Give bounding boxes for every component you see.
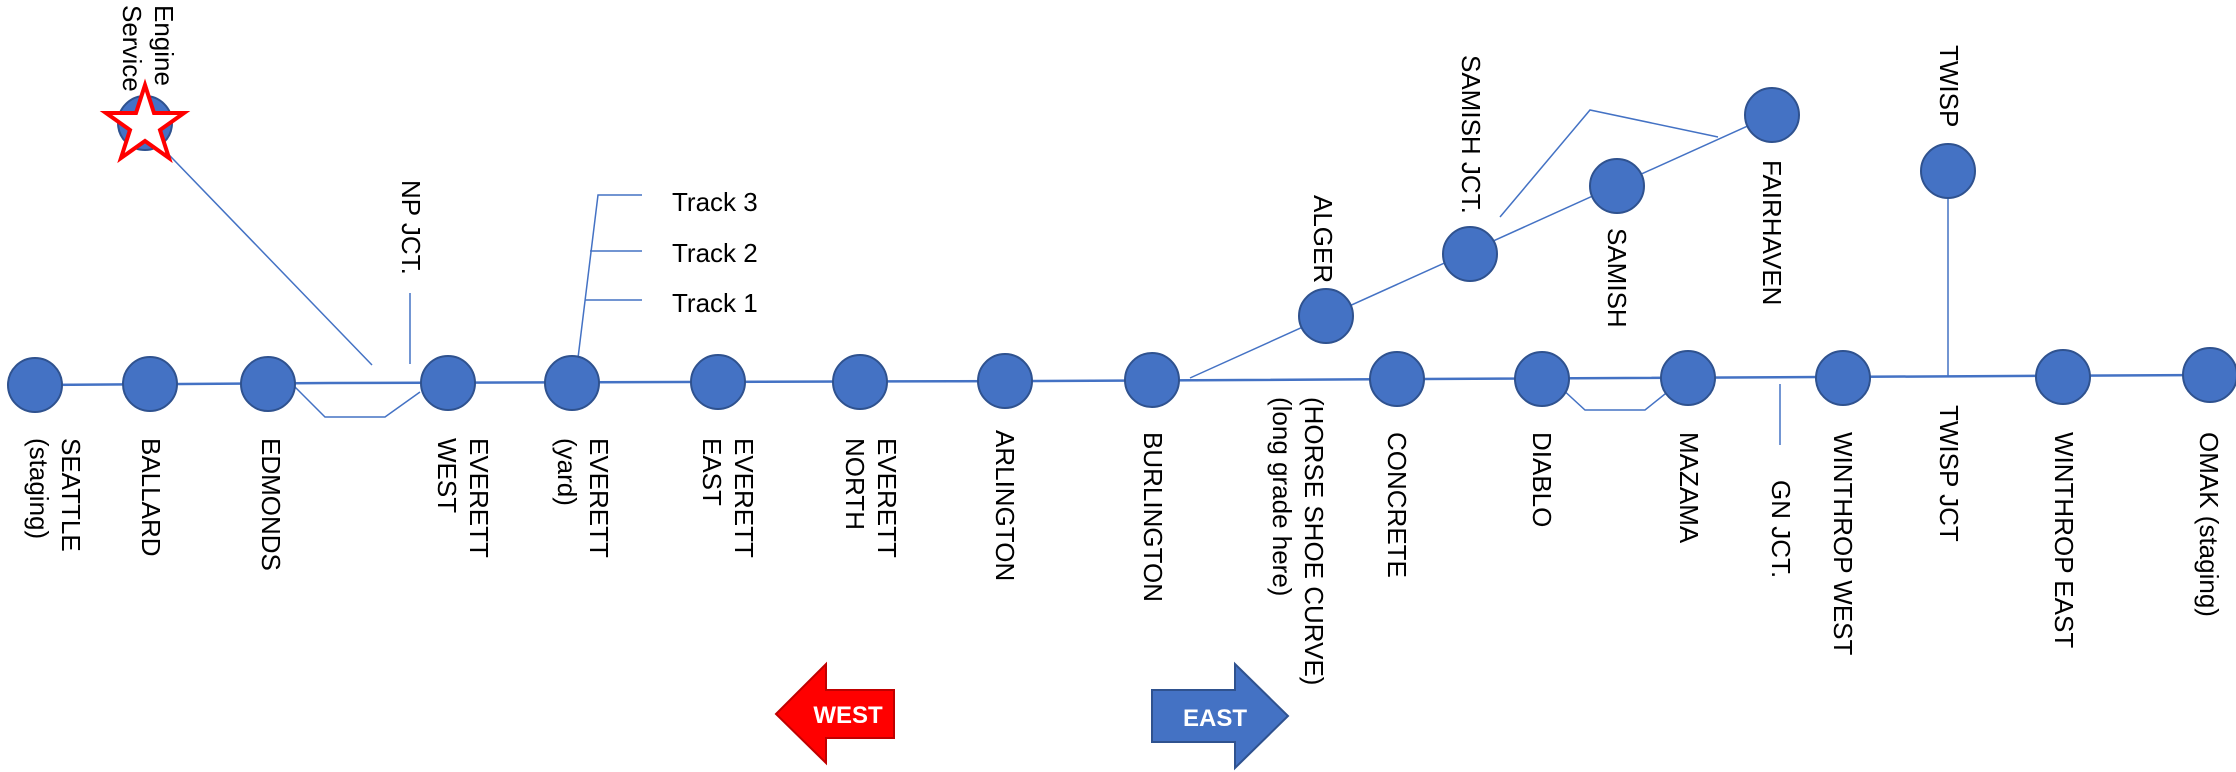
station-labels: SEATTLE(staging) BALLARD EDMONDS EVERETT… [24,5,2224,685]
label-np-jct: NP JCT. [396,180,426,275]
samish-jct-wye [1499,109,1719,218]
station-winthrop-west[interactable] [1815,350,1871,406]
label-winthrop-east: WINTHROP EAST [2049,432,2079,648]
label-burlington: BURLINGTON [1138,432,1168,602]
engine-service-star-icon [99,78,191,164]
label-gn-jct: GN JCT. [1766,480,1796,578]
label-track-2: Track 2 [672,238,758,268]
branch-stations [117,87,1976,344]
label-twisp: TWISP [1934,45,1964,127]
siding-diablo-mazama [1559,386,1671,411]
label-arlington: ARLINGTON [990,430,1020,581]
station-everett-east[interactable] [690,354,746,410]
siding-edmonds [294,386,421,418]
station-winthrop-east[interactable] [2035,349,2091,405]
label-winthrop-west: WINTHROP WEST [1828,432,1858,656]
station-ballard[interactable] [122,356,178,412]
station-concrete[interactable] [1369,351,1425,407]
label-engine-service: EngineService [117,5,179,92]
station-diablo[interactable] [1514,351,1570,407]
label-seattle: SEATTLE(staging) [24,438,86,552]
station-arlington[interactable] [977,353,1033,409]
label-fairhaven: FAIRHAVEN [1757,160,1787,305]
yard-track-lead [577,194,642,359]
label-everett-yard: EVERETT(yard) [552,438,614,558]
label-track-3: Track 3 [672,187,758,217]
track-labels: Track 3 Track 2 Track 1 [672,187,758,318]
label-ballard: BALLARD [136,438,166,557]
east-arrow-label: EAST [1183,705,1247,732]
station-samish-jct[interactable] [1442,226,1498,282]
label-omak: OMAK (staging) [2194,432,2224,617]
label-everett-north: EVERETTNORTH [840,438,902,558]
label-track-1: Track 1 [672,288,758,318]
label-everett-east: EVERETTEAST [697,438,759,558]
station-everett-north[interactable] [832,354,888,410]
main-line [34,373,2211,387]
station-omak[interactable] [2182,347,2236,403]
label-concrete: CONCRETE [1382,432,1412,578]
label-alger: ALGER [1308,195,1338,283]
station-edmonds[interactable] [240,356,296,412]
station-seattle[interactable] [7,357,63,413]
west-arrow: WEST [774,661,895,766]
station-everett-yard[interactable] [544,355,600,411]
east-arrow: EAST [1151,661,1290,771]
west-arrow-shape [774,661,895,766]
label-edmonds: EDMONDS [256,438,286,571]
label-horseshoe: (HORSE SHOE CURVE)(long grade here) [1267,397,1329,685]
station-alger[interactable] [1298,288,1354,344]
label-mazama: MAZAMA [1674,432,1704,544]
west-arrow-label: WEST [813,702,883,729]
east-arrow-shape [1151,661,1290,771]
label-samish-jct: SAMISH JCT. [1456,55,1486,214]
station-mazama[interactable] [1660,350,1716,406]
station-fairhaven[interactable] [1744,87,1800,143]
label-twisp-jct: TWISP JCT [1934,405,1964,542]
station-burlington[interactable] [1124,352,1180,408]
engine-service-spur [144,129,373,366]
station-samish[interactable] [1589,158,1645,214]
station-everett-west[interactable] [420,355,476,411]
label-everett-west: EVERETTWEST [432,438,494,558]
station-twisp[interactable] [1920,143,1976,199]
main-line-stations [7,347,2236,413]
label-samish: SAMISH [1602,228,1632,328]
label-diablo: DIABLO [1527,432,1557,527]
